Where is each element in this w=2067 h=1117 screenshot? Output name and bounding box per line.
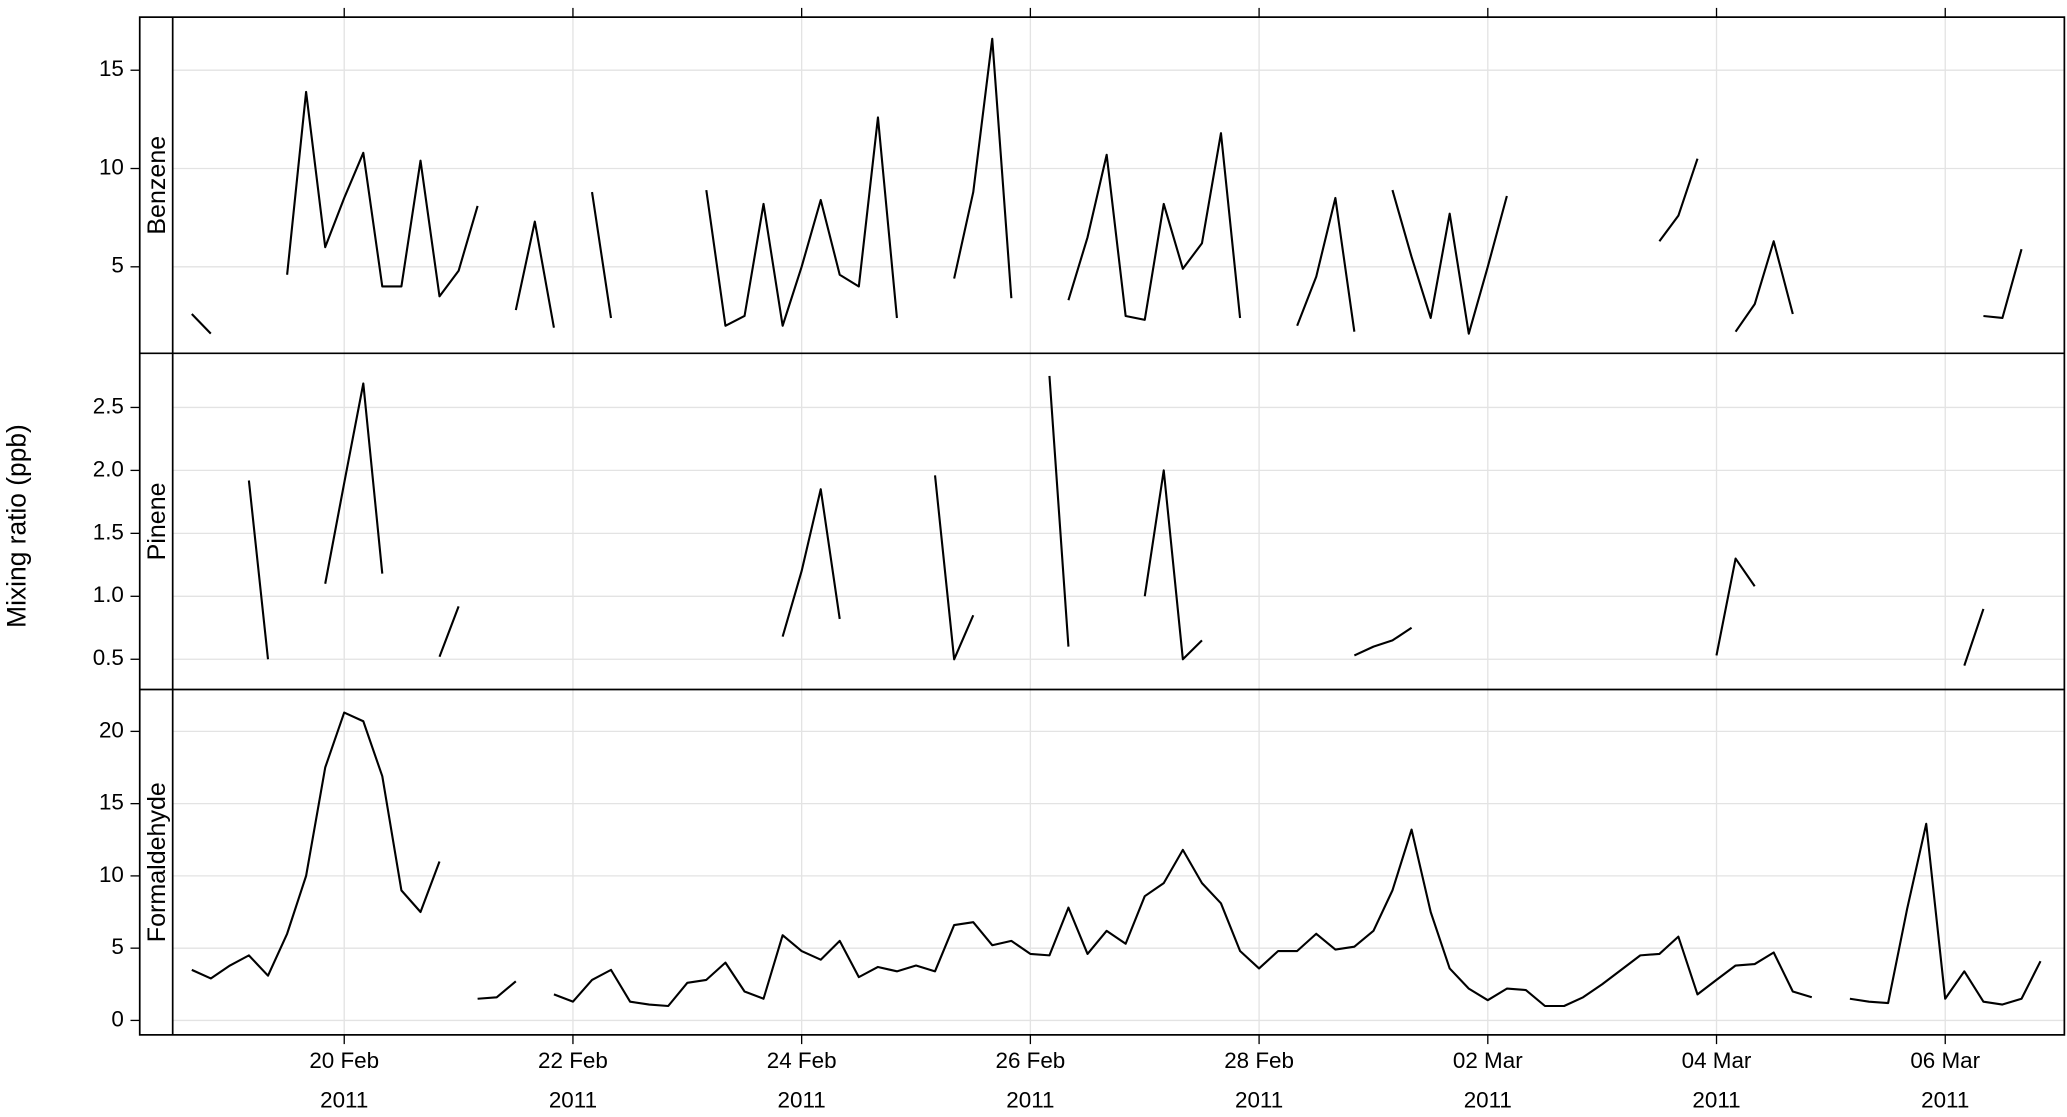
x-tick-label: 20 Feb 2011 — [309, 1048, 380, 1113]
x-tick-label-box: 28 Feb 2011 — [1224, 1048, 1294, 1113]
series-line — [191, 37, 2023, 335]
series-line — [247, 375, 1985, 666]
x-tick-label: 04 Mar 2011 — [1681, 1048, 1752, 1113]
x-tick-label: 22 Feb 2011 — [538, 1048, 608, 1113]
grid — [172, 17, 2065, 1035]
x-tick-label: 26 Feb 2011 — [995, 1048, 1066, 1113]
y-tick-label: 1.0 — [93, 582, 124, 607]
y-tick-label: 15 — [99, 790, 124, 815]
x-tick-label: 06 Mar 2011 — [1910, 1048, 1981, 1113]
x-tick-label-box: 24 Feb 2011 — [766, 1048, 837, 1113]
y-tick-label: 10 — [99, 154, 124, 179]
x-tick-label: 24 Feb 2011 — [766, 1048, 837, 1113]
frame: 5 10 15 Benzene 0.5 1.0 1.5 2.0 2.5 Pinene 0 5 10 15 2… — [93, 7, 2066, 1113]
x-tick-label: 28 Feb 2011 — [1224, 1048, 1294, 1113]
y-tick-label: 2.5 — [93, 393, 124, 418]
x-tick-label-box: 22 Feb 2011 — [538, 1048, 608, 1113]
x-tick-label-box: 02 Mar 2011 — [1452, 1048, 1523, 1113]
series-line — [191, 711, 2042, 1008]
y-axis-label: Mixing ratio (ppb) — [1, 424, 31, 628]
y-tick-label: 5 — [111, 934, 123, 959]
y-tick-label: 5 — [111, 253, 123, 278]
y-tick-label: 1.5 — [93, 519, 124, 544]
x-tick-label-box: 20 Feb 2011 — [309, 1048, 380, 1113]
x-tick-label-box: 06 Mar 2011 — [1910, 1048, 1981, 1113]
strip-label: Benzene — [143, 136, 171, 235]
strip-label: Formaldehyde — [143, 782, 171, 942]
y-tick-label: 10 — [99, 862, 124, 887]
x-tick-label: 02 Mar 2011 — [1452, 1048, 1523, 1113]
y-tick-label: 0 — [111, 1006, 123, 1031]
lines — [191, 37, 2042, 1008]
plot-frame — [138, 16, 2066, 1036]
y-tick-label: 2.0 — [93, 456, 124, 481]
strip-label: Pinene — [143, 482, 171, 560]
y-tick-label: 15 — [99, 56, 124, 81]
x-tick-label-box: 04 Mar 2011 — [1681, 1048, 1752, 1113]
y-tick-label: 0.5 — [93, 645, 124, 670]
y-tick-label: 20 — [99, 717, 124, 742]
x-tick-label-box: 26 Feb 2011 — [995, 1048, 1066, 1113]
